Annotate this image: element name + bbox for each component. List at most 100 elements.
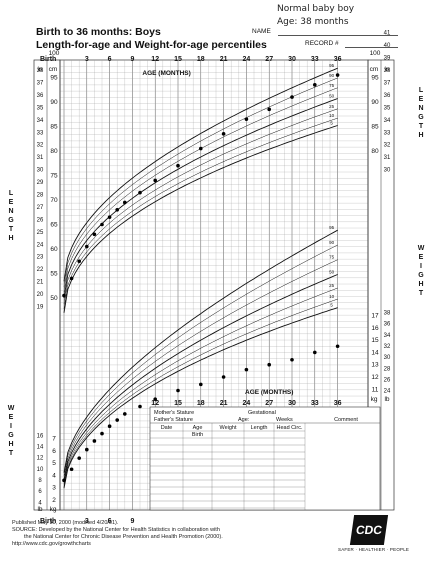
- length-right-in-tick: 34: [384, 118, 391, 124]
- side-label-weight-left: T: [9, 450, 14, 457]
- chart-title-line2: Length-for-age and Weight-for-age percen…: [36, 39, 267, 51]
- length-percentile-5: [63, 125, 338, 313]
- footer-published: Published May 30, 2000 (modified 4/20/01…: [12, 520, 119, 526]
- weight-point: [69, 467, 74, 472]
- length-right-cm-tick: 90: [371, 99, 379, 106]
- length-cm-label: cm: [49, 66, 58, 73]
- table-col-0: Date: [161, 425, 173, 431]
- weight-percentile-95: [63, 229, 338, 473]
- side-label-weight-left: I: [10, 423, 12, 430]
- length-percentile-label-50: 50: [329, 94, 335, 99]
- record-field-line[interactable]: [345, 47, 398, 48]
- length-in-tick: 20: [37, 292, 44, 298]
- weight-point: [107, 424, 112, 429]
- cdc-tagline: SAFER · HEALTHIER · PEOPLE: [338, 547, 410, 552]
- weight-percentile-label-25: 25: [329, 283, 335, 288]
- length-x-axis-label: AGE (MONTHS): [142, 70, 190, 77]
- weight-percentile-10: [63, 298, 338, 487]
- weight-point: [267, 362, 272, 367]
- weight-point: [62, 478, 66, 483]
- weight-point: [335, 344, 340, 349]
- length-right-cm-tick: 80: [371, 148, 379, 155]
- weeks-label: Weeks: [276, 417, 293, 423]
- length-percentile-label-75: 75: [329, 83, 335, 88]
- x-tick-top-33: 33: [311, 56, 319, 63]
- side-label-length-right: E: [419, 96, 424, 103]
- x-tick-top-21: 21: [220, 56, 228, 63]
- weight-kg-tick: 4: [52, 472, 56, 479]
- record-field-label: RECORD #: [305, 40, 339, 47]
- length-percentile-label-25: 25: [329, 104, 335, 109]
- x-tick-top-9: 9: [130, 56, 134, 63]
- length-right-in-tick: 30: [384, 168, 391, 174]
- length-percentile-label-95: 95: [329, 63, 335, 68]
- length-cm-tick: 90: [50, 99, 58, 106]
- length-in-tick: 22: [37, 267, 44, 273]
- weight-x-tick-24: 24: [243, 400, 251, 407]
- side-label-weight-right: W: [418, 245, 425, 252]
- length-cm-tick: 75: [50, 173, 58, 180]
- length-point: [138, 190, 142, 195]
- weight-x-tick-27: 27: [265, 400, 273, 407]
- side-label-length-left: G: [8, 217, 14, 224]
- table-col-4: Head Circ.: [277, 425, 303, 431]
- x-tick-top-12: 12: [151, 56, 159, 63]
- footer-source-line2: the National Center for Chronic Disease …: [24, 534, 223, 540]
- chart-title-line1: Birth to 36 months: Boys: [36, 26, 161, 38]
- weight-lb-tick: 12: [37, 456, 44, 462]
- weight-percentile-label-50: 50: [329, 269, 335, 274]
- length-in-tick: 29: [37, 180, 44, 186]
- weight-point: [153, 397, 157, 401]
- weight-lb-tick: 6: [38, 489, 42, 495]
- weight-kg-tick: 2: [52, 497, 56, 504]
- length-in-tick: 19: [37, 305, 44, 311]
- mother-stature-label: Mother's Stature: [154, 410, 194, 416]
- length-percentile-label-10: 10: [329, 113, 335, 118]
- weight-right-lb-tick: 28: [384, 366, 391, 372]
- side-label-length-left: T: [9, 226, 14, 233]
- length-cm-tick: 60: [50, 246, 58, 253]
- weight-kg-tick: 7: [52, 436, 56, 443]
- footer-url[interactable]: http://www.cdc.gov/growthcharts: [12, 541, 91, 547]
- name-field-line[interactable]: [278, 35, 398, 36]
- length-cm-tick: 85: [50, 124, 58, 131]
- length-cm-tick: 100: [49, 50, 60, 57]
- length-in-tick: 25: [37, 230, 44, 236]
- weight-lb-label: lb: [37, 506, 42, 513]
- length-point: [92, 232, 97, 237]
- x-tick-top-6: 6: [108, 56, 112, 63]
- length-in-tick: 32: [37, 143, 44, 149]
- length-cm-tick: 50: [50, 295, 58, 302]
- weight-right-lb-tick: 32: [384, 344, 391, 350]
- side-label-weight-left: W: [8, 405, 15, 412]
- x-tick-bottom-3: 3: [85, 518, 89, 525]
- length-right-in-tick: 36: [384, 93, 391, 99]
- weight-right-lb-tick: 38: [384, 311, 391, 317]
- table-first-age: Birth: [192, 432, 203, 438]
- length-right-in-tick: 33: [384, 130, 391, 136]
- length-right-cm-tick: 85: [371, 124, 379, 131]
- x-tick-top-36: 36: [334, 56, 342, 63]
- weight-point: [77, 456, 81, 460]
- cdc-logo: CDC: [349, 515, 389, 545]
- weight-kg-tick: 6: [52, 448, 56, 455]
- data-points: [62, 73, 340, 483]
- length-right-in-tick: 38: [384, 68, 391, 74]
- weight-right-lb-tick: 26: [384, 378, 391, 384]
- length-right-in-tick: 31: [384, 155, 391, 161]
- x-tick-top-15: 15: [174, 56, 182, 63]
- length-percentile-label-90: 90: [329, 73, 335, 78]
- weight-percentile-90: [63, 244, 338, 476]
- weight-x-axis-label: AGE (MONTHS): [245, 389, 293, 396]
- side-label-weight-right: H: [418, 281, 423, 288]
- length-cm-tick: 55: [50, 271, 58, 278]
- length-right-in-label: in: [384, 66, 389, 73]
- x-tick-bottom-6: 6: [108, 518, 112, 525]
- weight-percentile-50: [63, 274, 338, 482]
- weight-lb-tick: 14: [37, 444, 44, 450]
- length-in-tick: 30: [37, 168, 44, 174]
- x-tick-birth-top: Birth: [40, 56, 56, 63]
- weight-point: [138, 404, 142, 409]
